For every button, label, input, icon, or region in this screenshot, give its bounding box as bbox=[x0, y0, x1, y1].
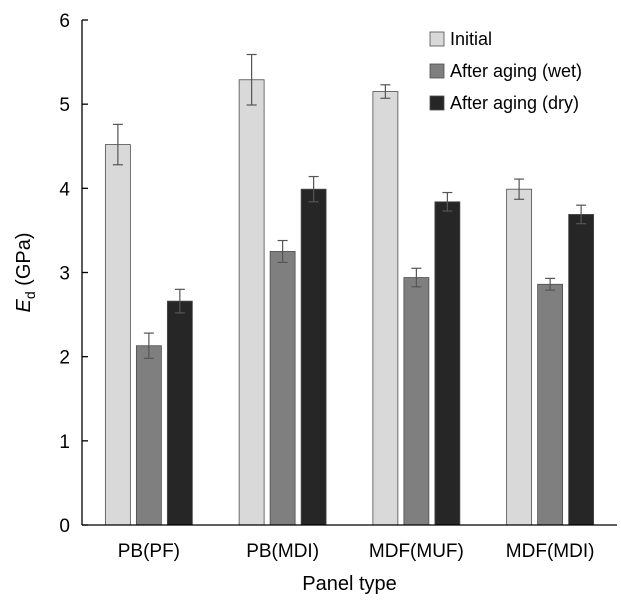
x-axis-title: Panel type bbox=[302, 573, 397, 595]
legend: Initial After aging (wet) After aging (dry… bbox=[429, 29, 582, 113]
bar bbox=[403, 277, 430, 526]
bar bbox=[300, 188, 327, 526]
y-axis-title-subscript: d bbox=[22, 291, 38, 299]
bar bbox=[537, 283, 564, 526]
y-axis-title: Ed (GPa) bbox=[13, 232, 38, 312]
y-axis-ticks: 0 1 2 3 4 5 6 bbox=[59, 11, 88, 537]
x-tick-label: MDF(MUF) bbox=[369, 541, 464, 562]
bar bbox=[506, 188, 533, 526]
y-axis-title-unit: (GPa) bbox=[13, 232, 35, 291]
y-tick-label: 4 bbox=[59, 179, 70, 200]
y-tick-label: 1 bbox=[59, 432, 70, 453]
bar bbox=[238, 79, 265, 526]
y-tick-label: 5 bbox=[59, 95, 70, 116]
bar bbox=[434, 201, 461, 526]
y-tick-label: 0 bbox=[59, 516, 70, 537]
bar bbox=[135, 345, 162, 526]
x-tick-label: MDF(MDI) bbox=[506, 541, 595, 562]
bar bbox=[269, 251, 296, 526]
x-tick-label: PB(MDI) bbox=[246, 541, 319, 562]
error-bars-layer bbox=[112, 53, 587, 359]
legend-swatch bbox=[429, 63, 445, 79]
legend-label: After aging (wet) bbox=[450, 61, 582, 81]
y-tick-label: 3 bbox=[59, 264, 70, 285]
x-axis-ticks: PB(PF) PB(MDI) MDF(MUF) MDF(MDI) bbox=[118, 541, 595, 562]
x-tick-label: PB(PF) bbox=[118, 541, 180, 562]
legend-swatch bbox=[429, 95, 445, 111]
legend-swatch bbox=[429, 31, 445, 47]
y-tick-label: 6 bbox=[59, 11, 70, 32]
y-axis-title-symbol: E bbox=[13, 299, 35, 313]
bar bbox=[166, 300, 193, 526]
bar bbox=[104, 144, 131, 526]
y-tick-label: 2 bbox=[59, 348, 70, 369]
legend-label: After aging (dry) bbox=[450, 93, 579, 113]
bar bbox=[372, 91, 399, 526]
bar bbox=[568, 214, 595, 526]
bars-layer bbox=[104, 79, 595, 526]
legend-label: Initial bbox=[450, 29, 492, 49]
